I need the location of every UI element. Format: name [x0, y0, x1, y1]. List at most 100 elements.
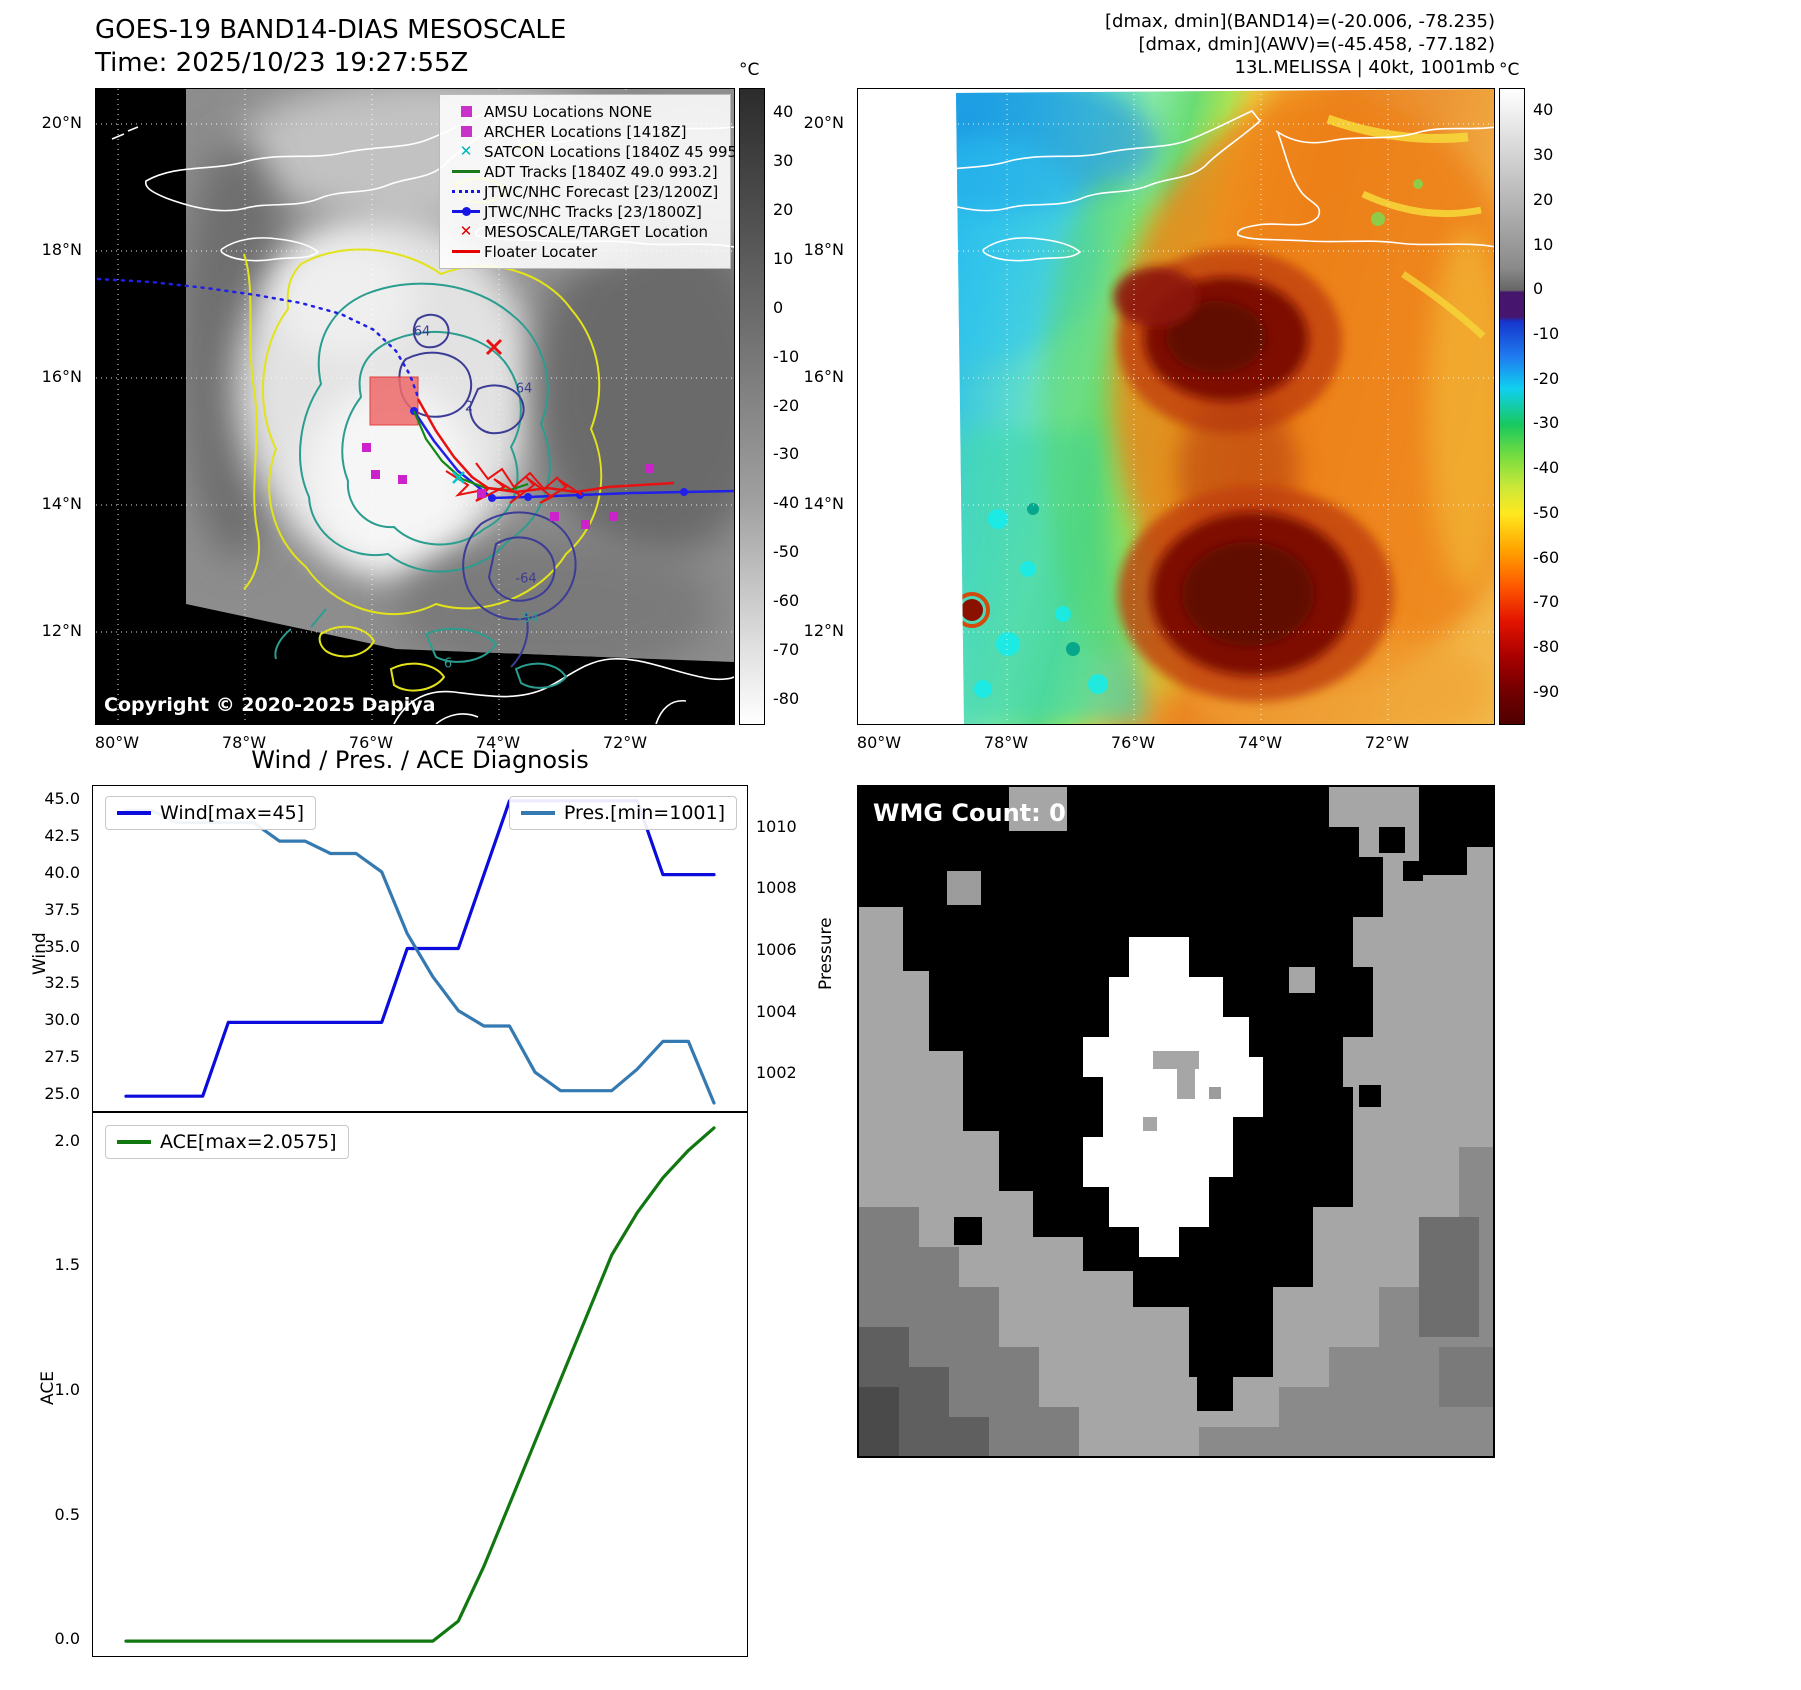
band14-colorbar [739, 88, 765, 725]
awv-satellite-image [858, 89, 1494, 724]
awv-lon-tick: 74°W [1237, 733, 1283, 752]
wind-legend: Wind[max=45] [105, 796, 317, 830]
wind-yl-tick: 25.0 [44, 1084, 80, 1104]
mesoscale-target-box [369, 376, 419, 426]
wind-yr-tick: 1004 [756, 1001, 797, 1021]
awv-lat-tick: 18°N [803, 240, 844, 259]
b14-lat-tick: 18°N [41, 240, 82, 259]
jtwc-forecast-track [96, 277, 420, 399]
band14-lon-axis: 80°W 78°W 76°W 74°W 72°W [95, 733, 735, 753]
band14-legend: AMSU Locations NONE ARCHER Locations [14… [439, 94, 734, 269]
b14-lon-tick: 78°W [221, 733, 267, 752]
legend-item-satcon: SATCON Locations [1840Z 45 995] [448, 142, 734, 161]
awv-colorbar-ticks: 40 30 20 10 0 -10 -20 -30 -40 -50 -60 -70 -80 -90 [1529, 88, 1575, 725]
awv-lat-tick: 12°N [803, 621, 844, 640]
awv-color-field [956, 89, 1494, 724]
wind-yl-tick: 30.0 [44, 1010, 80, 1030]
b14-lat-tick: 12°N [41, 621, 82, 640]
awv-lon-tick: 80°W [856, 733, 902, 752]
ace-axis-label: ACE [38, 1371, 58, 1405]
wmg-count-image [859, 787, 1493, 1456]
b14-cbar-tick: -70 [773, 639, 800, 659]
b14-cbar-tick: 10 [773, 248, 794, 268]
adt-line-icon [452, 170, 480, 173]
ace-yl-tick: 1.0 [54, 1379, 80, 1399]
legend-item-jtwc-track: JTWC/NHC Tracks [23/1800Z] [448, 202, 722, 221]
wind-pressure-plot [124, 799, 716, 1105]
band14-subtitle: Time: 2025/10/23 19:27:55Z [95, 48, 469, 78]
b14-lat-tick: 14°N [41, 494, 82, 513]
awv-lon-axis: 80°W 78°W 76°W 74°W 72°W [857, 733, 1495, 753]
ace-y-axis: 2.0 1.5 1.0 0.5 0.0 [34, 1112, 86, 1657]
b14-cbar-tick: -10 [773, 346, 800, 366]
awv-cbar-tick: -50 [1533, 502, 1560, 522]
series-line [124, 799, 716, 1098]
awv-cbar-tick: 0 [1533, 279, 1544, 299]
ace-yl-tick: 0.5 [54, 1504, 80, 1524]
grid-lines [858, 89, 1494, 724]
b14-cbar-tick: -30 [773, 444, 800, 464]
ace-plot [124, 1126, 716, 1643]
wind-yl-tick: 27.5 [44, 1047, 80, 1067]
awv-cbar-tick: -80 [1533, 636, 1560, 656]
band14-lat-axis: 20°N 18°N 16°N 14°N 12°N [28, 88, 88, 725]
band14-colorbar-unit: °C [739, 60, 760, 80]
ace-legend-line-icon [117, 1140, 151, 1144]
wmg-count-label: WMG Count: 0 [873, 799, 1066, 827]
legend-label: JTWC/NHC Forecast [23/1200Z] [484, 182, 719, 201]
series-line [124, 1126, 716, 1643]
legend-item-forecast: JTWC/NHC Forecast [23/1200Z] [448, 182, 722, 201]
awv-lat-tick: 14°N [803, 494, 844, 513]
wind-yr-tick: 1002 [756, 1063, 797, 1083]
legend-label: ARCHER Locations [1418Z] [484, 122, 687, 141]
floater-track [416, 398, 675, 504]
target-x-icon [485, 338, 503, 356]
copyright-text: Copyright © 2020-2025 Dapiya [104, 694, 436, 716]
forecast-line-icon [452, 190, 480, 193]
wind-yl-tick: 42.5 [44, 825, 80, 845]
awv-map-panel [857, 88, 1495, 725]
pressure-legend-line-icon [520, 811, 555, 815]
pressure-legend: Pres.[min=1001] [508, 796, 737, 830]
b14-cbar-tick: -50 [773, 542, 800, 562]
awv-cbar-tick: -10 [1533, 323, 1560, 343]
archer-markers [362, 443, 654, 529]
awv-lat-axis: 20°N 18°N 16°N 14°N 12°N [790, 88, 850, 725]
awv-cbar-tick: 20 [1533, 189, 1554, 209]
ace-yl-tick: 0.0 [54, 1629, 80, 1649]
wind-axis-label: Wind [30, 932, 50, 975]
awv-cbar-tick: -40 [1533, 458, 1560, 478]
wind-yl-tick: 40.0 [44, 862, 80, 882]
wind-legend-line-icon [117, 811, 151, 815]
wind-yr-tick: 1010 [756, 816, 797, 836]
awv-cbar-tick: -20 [1533, 368, 1560, 388]
legend-label: ADT Tracks [1840Z 49.0 993.2] [484, 162, 718, 181]
awv-cbar-tick: -90 [1533, 681, 1560, 701]
legend-label: Floater Locater [484, 242, 598, 261]
legend-label: MESOSCALE/TARGET Location [484, 222, 709, 241]
satcon-marker-icon [460, 144, 473, 159]
awv-cbar-tick: -70 [1533, 592, 1560, 612]
awv-lat-tick: 16°N [803, 367, 844, 386]
ace-legend-label: ACE[max=2.0575] [160, 1131, 337, 1153]
ace-yl-tick: 2.0 [54, 1130, 80, 1150]
ace-chart: ACE[max=2.0575] [92, 1112, 748, 1657]
pressure-legend-label: Pres.[min=1001] [563, 802, 725, 824]
amsu-marker-icon [460, 106, 472, 117]
b14-cbar-tick: 0 [773, 297, 784, 317]
b14-cbar-tick: -80 [773, 688, 800, 708]
b14-lon-tick: 76°W [348, 733, 394, 752]
wind-pressure-chart: Wind[max=45] Pres.[min=1001] [92, 785, 748, 1112]
ir-contours-navy [398, 313, 577, 668]
b14-cbar-tick: 20 [773, 200, 794, 220]
wind-yl-tick: 37.5 [44, 899, 80, 919]
wind-yr-tick: 1006 [756, 940, 797, 960]
b14-cbar-tick: -60 [773, 590, 800, 610]
legend-label: SATCON Locations [1840Z 45 995] [484, 142, 735, 161]
legend-label: JTWC/NHC Tracks [23/1800Z] [484, 202, 702, 221]
band14-title-block: GOES-19 BAND14-DIAS MESOSCALE Time: 2025… [95, 14, 715, 80]
ace-legend: ACE[max=2.0575] [105, 1125, 349, 1159]
target-x-legend-icon [460, 224, 473, 239]
b14-cbar-tick: 30 [773, 151, 794, 171]
